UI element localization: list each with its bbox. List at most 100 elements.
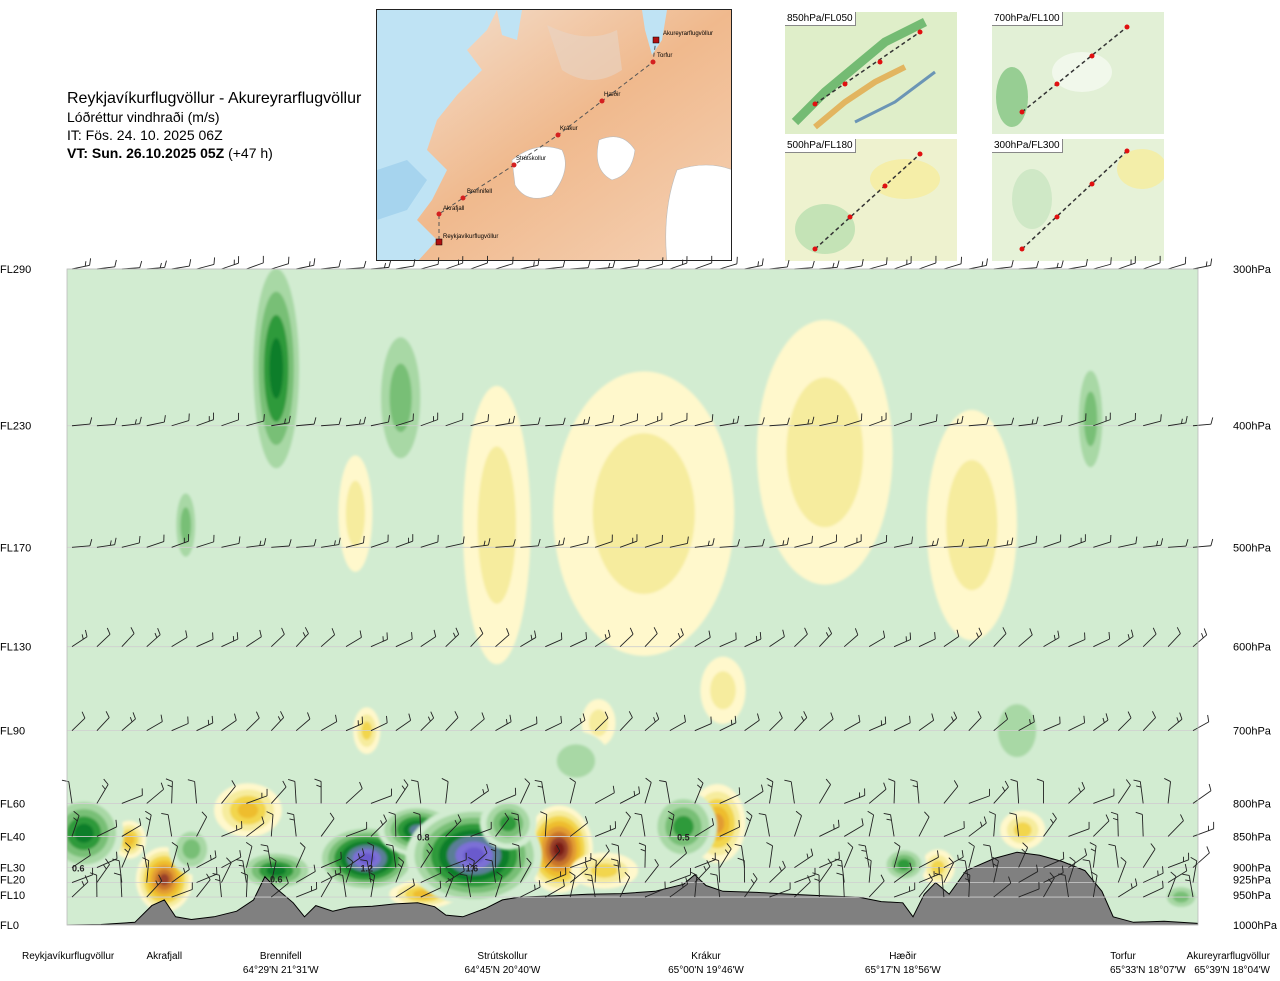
- wind-barb: [1068, 856, 1076, 883]
- wind-barb: [71, 711, 86, 731]
- wind-barb: [1093, 788, 1115, 804]
- wind-barb: [1118, 878, 1138, 898]
- station-coordinates: 65°39'N 18°04'W: [1194, 965, 1270, 976]
- level-map-label: 500hPa/FL180: [785, 139, 856, 153]
- wind-barb: [1192, 628, 1208, 648]
- wind-barb: [694, 538, 715, 548]
- wind-barb: [569, 861, 588, 883]
- wind-barb: [893, 882, 916, 898]
- wind-barb: [744, 784, 764, 804]
- wind-barb: [1192, 714, 1210, 732]
- pressure-level-label: 700hPa: [1233, 726, 1272, 738]
- wind-barb: [610, 858, 621, 883]
- wind-barb: [1018, 714, 1035, 732]
- wind-barb: [910, 779, 920, 804]
- wind-barb: [719, 715, 737, 732]
- wind-barb: [1068, 534, 1086, 548]
- station-label: Krákur 65°00'N 19°46'W: [668, 951, 744, 976]
- wind-barb: [1142, 843, 1156, 868]
- wind-barb: [420, 534, 439, 548]
- wind-barb: [1093, 534, 1112, 548]
- wind-barb: [1018, 864, 1039, 883]
- wind-barb: [744, 872, 758, 898]
- contour-band: [269, 338, 284, 399]
- wind-barb: [766, 777, 774, 804]
- wind-barb: [893, 715, 911, 732]
- wind-barb: [766, 842, 774, 868]
- level-map-label: 300hPa/FL300: [992, 139, 1063, 153]
- wind-barb: [540, 811, 548, 837]
- wind-barb: [619, 786, 641, 804]
- wind-barb: [420, 843, 434, 868]
- wind-barb: [1093, 713, 1109, 732]
- wind-barb: [1068, 821, 1090, 837]
- wind-barb: [121, 818, 142, 837]
- wind-barb: [1192, 258, 1213, 270]
- station-label: Torfur 65°33'N 18°07'W: [1110, 951, 1186, 976]
- wind-barb: [844, 714, 861, 732]
- wind-barb: [619, 627, 634, 647]
- wind-barb: [644, 412, 663, 427]
- wind-barb: [818, 778, 831, 804]
- wind-barb: [794, 260, 815, 270]
- wind-barb: [719, 787, 741, 804]
- flight-level-label: FL170: [0, 542, 31, 554]
- wind-barb: [1192, 821, 1215, 837]
- wind-barb: [420, 629, 437, 648]
- wind-barb: [420, 412, 439, 427]
- wind-barb: [893, 256, 912, 270]
- wind-barb: [993, 712, 1008, 732]
- level-map-300: 300hPa/FL300: [992, 139, 1164, 261]
- lead-time: (+47 h): [228, 145, 273, 161]
- wind-barb: [719, 819, 740, 837]
- wind-barb: [1118, 412, 1136, 427]
- wind-barb: [345, 630, 362, 648]
- wind-barb: [1118, 536, 1138, 548]
- wind-barb: [171, 716, 189, 732]
- flight-level-label: FL0: [0, 920, 19, 932]
- map-label-torfur: Torfur: [657, 53, 672, 59]
- wind-barb: [1043, 872, 1055, 898]
- wind-barb: [669, 256, 688, 270]
- wind-barb: [121, 788, 143, 804]
- wind-barb: [321, 417, 342, 427]
- wind-barb: [395, 857, 405, 883]
- wind-barb: [867, 810, 875, 837]
- wind-barb: [1043, 534, 1062, 548]
- contour-band: [237, 802, 259, 819]
- station-coordinates: 64°45'N 20°40'W: [465, 965, 541, 976]
- wind-barb: [187, 779, 198, 804]
- wind-barb: [121, 712, 136, 732]
- wind-barb: [1118, 256, 1136, 270]
- wind-barb: [569, 816, 589, 837]
- issue-time: IT: Fös. 24. 10. 2025 06Z: [67, 127, 223, 143]
- wind-barb: [968, 711, 982, 731]
- wind-barb: [1167, 712, 1183, 732]
- wind-barb: [470, 627, 484, 647]
- wind-barb: [1068, 258, 1088, 270]
- wind-barb: [1142, 866, 1164, 883]
- wind-barb: [1093, 631, 1111, 648]
- station-label: Reykjavíkurflugvöllur: [22, 951, 115, 962]
- wind-barb: [445, 814, 462, 837]
- wind-barb: [445, 871, 454, 898]
- station-name: Torfur: [1110, 951, 1136, 962]
- wind-barb: [694, 860, 711, 883]
- wind-barb: [769, 629, 785, 648]
- wind-barb: [370, 632, 388, 648]
- wind-barb: [569, 713, 586, 732]
- station-label: Akrafjall: [146, 951, 182, 962]
- wind-barb: [1093, 814, 1110, 837]
- station-label: Strútskollur 64°45'N 20°40'W: [465, 951, 541, 976]
- wind-barb: [968, 417, 989, 427]
- wind-barb: [271, 256, 290, 270]
- wind-barb: [794, 848, 814, 868]
- wind-barb: [221, 857, 232, 883]
- wind-barb: [993, 417, 1015, 427]
- wind-barb: [146, 714, 163, 732]
- wind-barb: [246, 816, 265, 837]
- wind-barb: [769, 711, 783, 731]
- wind-barb: [345, 781, 363, 804]
- wind-barb: [719, 256, 738, 270]
- wind-barb: [1143, 538, 1164, 548]
